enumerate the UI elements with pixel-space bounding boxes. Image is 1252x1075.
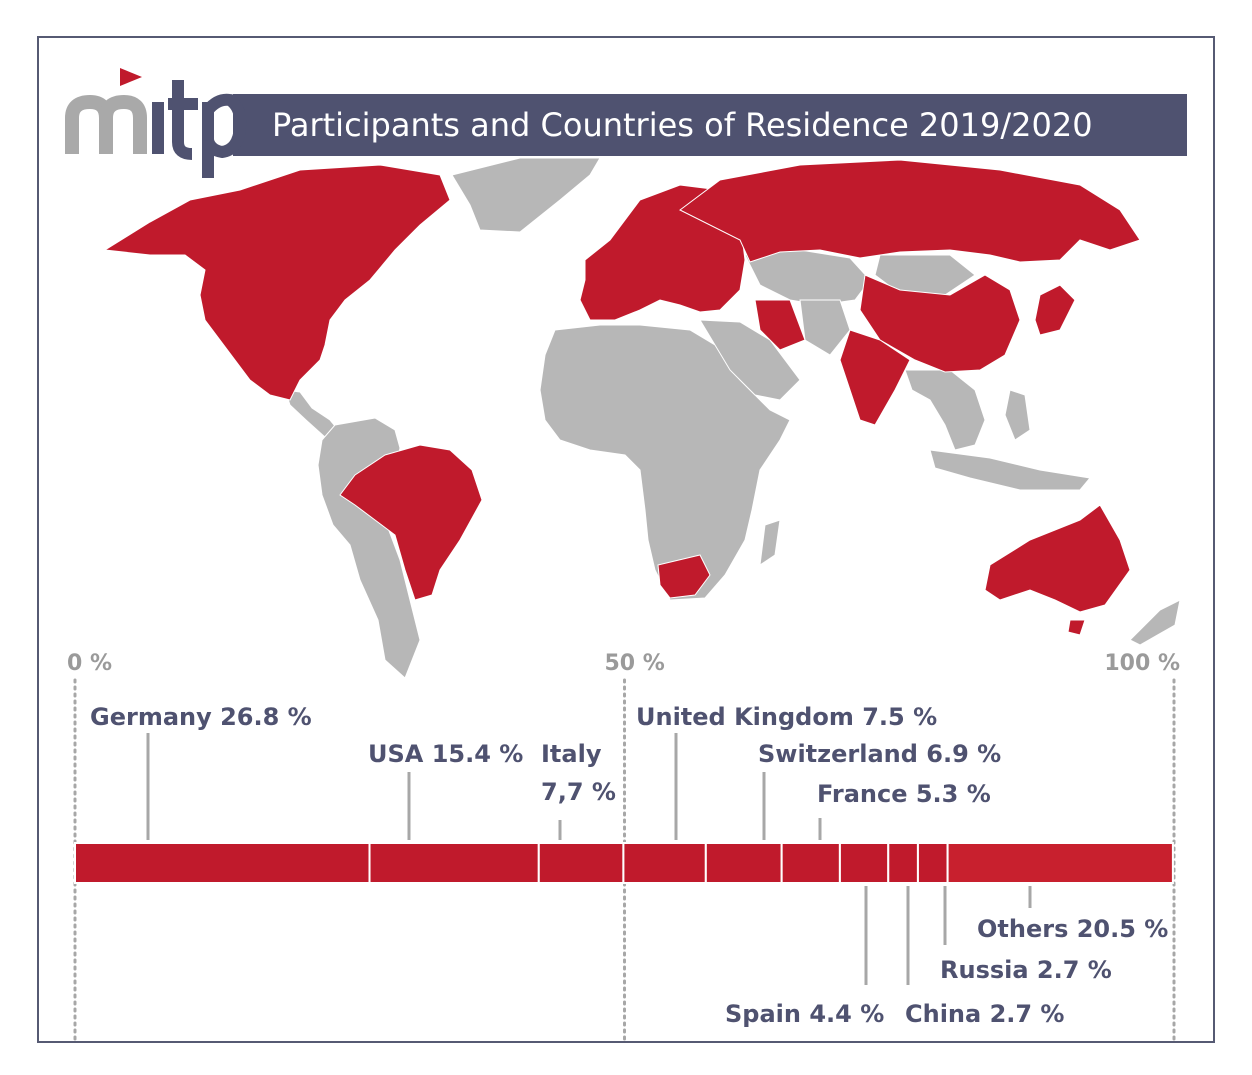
bar-segment-1 xyxy=(368,842,540,884)
india-highlight xyxy=(839,329,911,426)
japan-highlight xyxy=(1034,284,1076,336)
mitp-logo: mitp xyxy=(65,68,247,178)
pakistan-region xyxy=(799,299,851,356)
axis-tick-label: 50 % xyxy=(605,651,665,676)
bar-segment-4 xyxy=(704,842,783,884)
axis-tick-label: 0 % xyxy=(67,651,112,676)
greenland xyxy=(451,157,601,233)
indonesia xyxy=(929,449,1091,491)
bar-segment-2 xyxy=(537,842,625,884)
segment-label-5: France 5.3 % xyxy=(817,780,991,808)
segment-label-6: Spain 4.4 % xyxy=(725,1000,884,1028)
new-zealand xyxy=(1129,599,1181,646)
axis-tick-label: 100 % xyxy=(1104,651,1180,676)
south-africa-highlight xyxy=(657,554,711,599)
central-asia xyxy=(744,249,871,306)
bar-segment-5 xyxy=(780,842,841,884)
bar-segment-7 xyxy=(887,842,919,884)
philippines xyxy=(1004,389,1031,441)
iran-highlight xyxy=(754,299,806,351)
russia-highlight xyxy=(679,159,1141,263)
figure-frame xyxy=(37,36,1215,1043)
bar-segment-3 xyxy=(622,842,707,884)
bar-segment-8 xyxy=(916,842,949,884)
bar-segment-0 xyxy=(74,842,371,884)
southeast-asia xyxy=(904,369,986,451)
middle-east xyxy=(699,319,801,401)
segment-label-0: Germany 26.8 % xyxy=(90,703,312,731)
segment-label-3: United Kingdom 7.5 % xyxy=(636,703,937,731)
bar-segment-6 xyxy=(838,842,890,884)
logo-triangle xyxy=(120,68,142,86)
segment-label-1: USA 15.4 % xyxy=(368,740,523,768)
segment-label-4: Switzerland 6.9 % xyxy=(758,740,1001,768)
segment-label-2: Italy 7,7 % xyxy=(541,740,616,806)
segment-label-8: Russia 2.7 % xyxy=(940,956,1112,984)
segment-label-9: Others 20.5 % xyxy=(977,915,1168,943)
page-title: Participants and Countries of Residence … xyxy=(272,106,1093,144)
north-america-highlight xyxy=(103,164,451,401)
brazil-highlight xyxy=(339,444,483,601)
segment-label-7: China 2.7 % xyxy=(905,1000,1064,1028)
madagascar xyxy=(759,519,781,567)
tasmania-highlight xyxy=(1067,619,1086,636)
bar-segment-9 xyxy=(946,842,1174,884)
australia-highlight xyxy=(984,504,1131,613)
title-bar xyxy=(233,94,1187,156)
